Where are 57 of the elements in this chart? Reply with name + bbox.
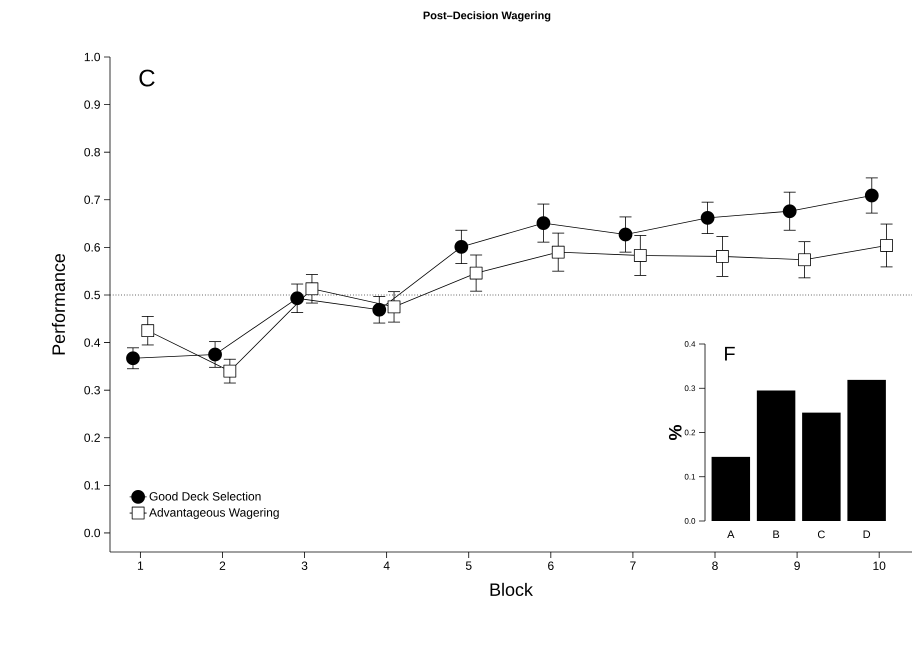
legend-label: Advantageous Wagering (149, 508, 279, 520)
x-tick-label: 6 (548, 562, 554, 570)
x-tick-label: 5 (466, 562, 472, 570)
point (388, 300, 400, 314)
legend-label: Good Deck Selection (150, 492, 261, 501)
y-tick-label: 0.4 (84, 338, 100, 347)
annotation: F (725, 346, 735, 361)
x-tick-label: B (773, 530, 780, 538)
point (223, 364, 236, 378)
y-tick-label: 0.9 (84, 100, 100, 109)
y-axis-title: Performance (52, 254, 66, 354)
x-tick-label: 9 (794, 562, 800, 570)
y-tick-label: 0.0 (84, 528, 100, 538)
x-tick-label: 10 (873, 562, 886, 570)
point (880, 239, 893, 252)
point (782, 204, 797, 218)
point (470, 266, 482, 280)
x-tick-label: 4 (384, 562, 390, 570)
point (618, 228, 632, 242)
y-axis-title: % (668, 425, 682, 440)
y-tick-label: 0.1 (84, 481, 100, 490)
x-tick-label: 1 (138, 562, 144, 570)
y-tick-label: 0.2 (84, 434, 100, 442)
bar (847, 380, 886, 521)
x-tick-label: 7 (630, 562, 636, 570)
y-tick-label: 0.6 (84, 243, 100, 252)
x-tick-label: A (727, 530, 734, 538)
x-tick-label: 2 (220, 562, 226, 570)
point (536, 216, 550, 230)
annotation: C (139, 70, 155, 86)
y-tick-label: 0.3 (84, 386, 100, 394)
x-tick-label: D (864, 530, 870, 538)
point (634, 249, 647, 262)
x-tick-label: 3 (302, 562, 308, 570)
point (864, 188, 879, 202)
bar (802, 412, 841, 521)
y-tick-label: 0.8 (84, 148, 100, 156)
y-tick-label: 0.7 (84, 196, 100, 204)
point (372, 302, 386, 317)
x-tick-label: C (818, 530, 825, 538)
point (552, 246, 565, 259)
point (798, 253, 811, 266)
chart-title: Post–Decision Wagering (424, 11, 550, 22)
y-tick-label: 0.5 (84, 290, 100, 300)
point (306, 282, 318, 296)
point (290, 291, 304, 306)
point (700, 210, 714, 225)
bar (756, 390, 796, 521)
x-tick-label: 8 (712, 562, 718, 570)
point (716, 250, 729, 263)
point (208, 348, 222, 362)
point (454, 240, 468, 254)
y-tick-label: 1.0 (84, 52, 100, 62)
point (141, 324, 154, 338)
bar (712, 456, 750, 521)
x-axis-title: Block (490, 582, 533, 596)
point (126, 351, 140, 366)
